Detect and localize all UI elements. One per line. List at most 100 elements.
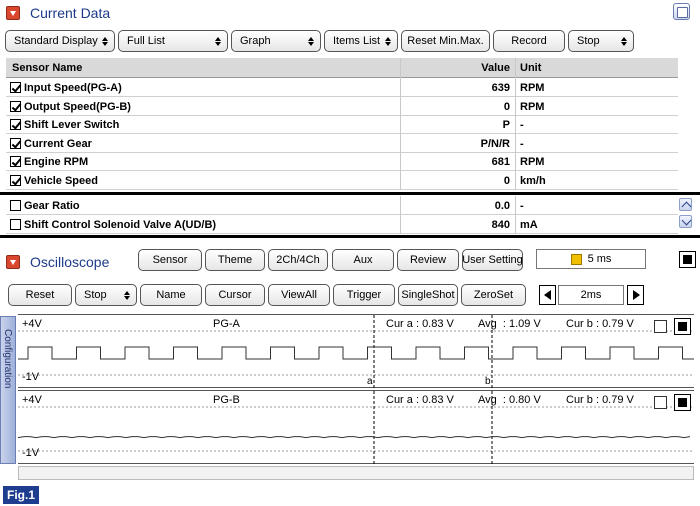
row-sensor-name: Engine RPM (24, 156, 89, 168)
updown-arrow-icon (385, 36, 391, 46)
row-unit: RPM (520, 100, 545, 113)
table-row: Engine RPM 681 RPM (6, 153, 678, 171)
osc-stop-button[interactable]: Stop (75, 284, 137, 306)
channel-a-stop-icon[interactable] (674, 318, 691, 335)
toolbar-reset-min-max-button[interactable]: Reset Min.Max. (401, 30, 490, 52)
column-separator (400, 58, 401, 190)
collapse-triangle-icon[interactable] (6, 6, 20, 20)
column-sensor-name: Sensor Name (12, 62, 83, 74)
table-row: Gear Ratio 0.0- (6, 197, 678, 215)
osc-viewall-button[interactable]: ViewAll (268, 284, 330, 306)
osc-cursor-button[interactable]: Cursor (205, 284, 265, 306)
column-separator (400, 196, 401, 234)
updown-arrow-icon (124, 290, 130, 300)
osc-theme-button[interactable]: Theme (205, 249, 265, 271)
row-checkbox[interactable] (10, 137, 21, 149)
toolbar-stop-label: Stop (577, 35, 600, 47)
channel-a-name: PG-A (213, 318, 240, 330)
toolbar-reset-min-max-label: Reset Min.Max. (407, 35, 484, 47)
osc-sensor-button[interactable]: Sensor (138, 249, 202, 271)
column-separator (515, 196, 516, 234)
row-sensor-name: Shift Lever Switch (24, 119, 120, 131)
toolbar-record-button[interactable]: Record (493, 30, 565, 52)
row-unit: - (520, 200, 524, 212)
row-sensor-name: Input Speed(PG-A) (24, 82, 122, 94)
channel-b-cur-b: Cur b : 0.79 V (566, 394, 634, 406)
row-sensor-name: Shift Control Solenoid Valve A(UD/B) (24, 218, 217, 231)
restore-window-icon[interactable] (673, 3, 690, 20)
toolbar-graph-label: Graph (240, 35, 271, 47)
current-data-header: Current Data (6, 2, 110, 24)
updown-arrow-icon (621, 36, 627, 46)
row-checkbox[interactable] (10, 174, 21, 186)
osc-name-button[interactable]: Name (140, 284, 202, 306)
osc-singleshot-label: SingleShot (401, 289, 455, 301)
toolbar-full-list-button[interactable]: Full List (118, 30, 228, 52)
updown-arrow-icon (308, 36, 314, 46)
osc-user-setting-button[interactable]: User Setting (462, 249, 523, 271)
toolbar-graph-button[interactable]: Graph (231, 30, 321, 52)
toolbar-standard-display-button[interactable]: Standard Display (5, 30, 115, 52)
channel-b-stop-icon[interactable] (674, 394, 691, 411)
channel-a-checkbox[interactable] (654, 320, 667, 333)
table-row: Input Speed(PG-A) 639 RPM (6, 79, 678, 97)
right-arrow-icon[interactable] (627, 285, 644, 305)
osc-trigger-label: Trigger (346, 289, 382, 301)
toolbar-items-list-label: Items List (333, 35, 381, 47)
channel-a-top-label: +4V (22, 318, 42, 330)
row-checkbox[interactable] (10, 82, 21, 93)
stop-square-icon[interactable] (679, 251, 696, 268)
channel-pg-b-panel: +4V PG-B Cur a : 0.83 V Avg : 0.80 V Cur… (18, 390, 694, 465)
row-checkbox[interactable] (10, 100, 21, 112)
row-checkbox[interactable] (10, 218, 21, 230)
toolbar-items-list-button[interactable]: Items List (324, 30, 398, 52)
channel-b-waveform (18, 391, 694, 465)
toolbar-stop-button[interactable]: Stop (568, 30, 634, 52)
osc-cursor-label: Cursor (218, 289, 252, 301)
current-data-title: Current Data (30, 5, 111, 21)
osc-stop-label: Stop (84, 289, 107, 301)
horizontal-scrollbar[interactable] (18, 466, 694, 480)
toolbar-standard-display-label: Standard Display (14, 35, 98, 47)
table-row: Output Speed(PG-B) 0 RPM (6, 98, 678, 116)
channel-b-checkbox[interactable] (654, 396, 667, 409)
osc-zeroset-button[interactable]: ZeroSet (461, 284, 526, 306)
table-row: Current Gear P/N/R - (6, 135, 678, 153)
row-sensor-name: Output Speed(PG-B) (24, 100, 131, 113)
sensor-table-header: Sensor Name Value Unit (6, 58, 678, 78)
row-checkbox[interactable] (10, 119, 21, 130)
row-value: P/N/R (480, 137, 510, 150)
timebase-field[interactable]: 2ms (558, 285, 624, 305)
collapse-triangle-icon[interactable] (6, 255, 20, 269)
osc-sensor-label: Sensor (152, 254, 188, 266)
row-unit: km/h (520, 174, 546, 187)
configuration-tab-label: Configuration (2, 329, 13, 389)
osc-reset-button[interactable]: Reset (8, 284, 72, 306)
row-value: 0 (503, 100, 510, 113)
updown-arrow-icon (215, 36, 221, 46)
osc-aux-button[interactable]: Aux (332, 249, 394, 271)
scroll-up-icon[interactable] (679, 198, 692, 211)
row-value: 681 (491, 156, 510, 168)
configuration-tab[interactable]: Configuration (0, 316, 16, 464)
panel-divider (0, 235, 700, 238)
row-unit: mA (520, 218, 538, 231)
row-value: P (502, 119, 510, 131)
osc-trigger-button[interactable]: Trigger (333, 284, 395, 306)
osc-review-button[interactable]: Review (397, 249, 459, 271)
scroll-down-icon[interactable] (679, 215, 692, 228)
channel-b-cur-a: Cur a : 0.83 V (386, 394, 454, 406)
osc-2ch-4ch-button[interactable]: 2Ch/4Ch (268, 249, 328, 271)
channel-a-waveform (18, 315, 694, 389)
row-checkbox[interactable] (10, 156, 21, 167)
row-unit: RPM (520, 156, 545, 168)
osc-singleshot-button[interactable]: SingleShot (398, 284, 458, 306)
row-checkbox[interactable] (10, 200, 21, 211)
left-arrow-icon[interactable] (539, 285, 556, 305)
channel-pg-a-panel: +4V PG-A Cur a : 0.83 V Avg : 1.09 V Cur… (18, 314, 694, 389)
table-row: Shift Control Solenoid Valve A(UD/B) 840 m… (6, 216, 678, 234)
updown-arrow-icon (102, 36, 108, 46)
table-row: Vehicle Speed 0 km/h (6, 172, 678, 190)
channel-b-name: PG-B (213, 394, 240, 406)
channel-a-cur-a: Cur a : 0.83 V (386, 318, 454, 330)
